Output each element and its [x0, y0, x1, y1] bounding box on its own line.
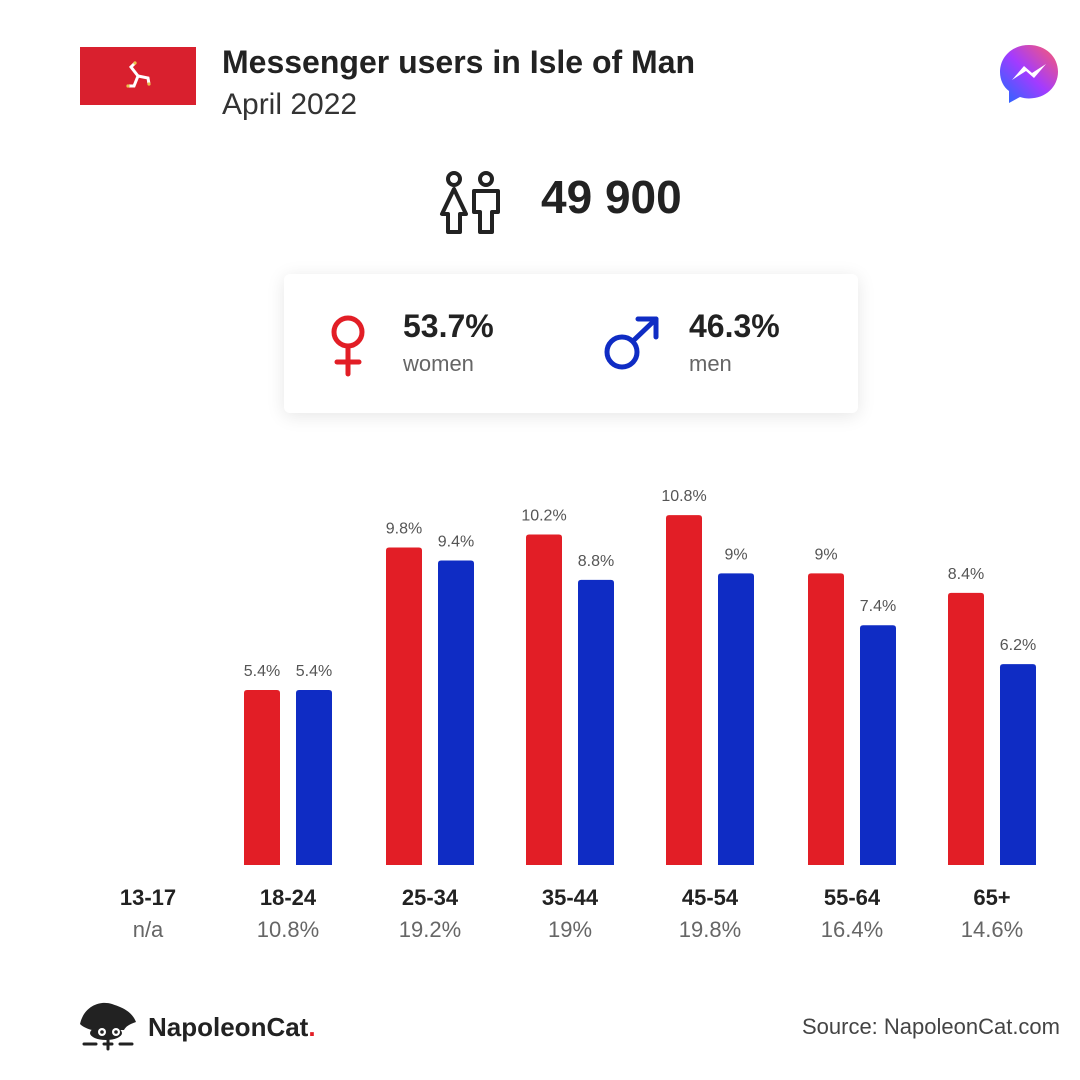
age-group-total-35-44: 19%: [547, 917, 593, 942]
women-label: women: [403, 351, 474, 376]
age-group-total-18-24: 10.8%: [256, 917, 320, 942]
source-note: Source: NapoleonCat.com: [801, 1014, 1060, 1039]
women-percent: 53.7%: [403, 308, 494, 344]
age-group-total-55-64: 16.4%: [820, 917, 884, 942]
bar-65+-series-0: [948, 592, 984, 865]
age-group-label-13-17: 13-17: [119, 885, 177, 910]
gender-split-card: 53.7% women 46.3% men: [284, 274, 858, 413]
people-icon: [434, 170, 506, 236]
men-label: men: [689, 351, 732, 376]
total-users-value: 49 900: [541, 171, 682, 223]
chart-title: Messenger users in Isle of Man: [222, 44, 696, 80]
age-group-label-45-54: 45-54: [681, 885, 739, 910]
data-label-55-64-series-0: 9%: [814, 546, 837, 563]
bar-45-54-series-0: [666, 515, 702, 865]
age-group-label-25-34: 25-34: [401, 885, 459, 910]
brand-dot: .: [308, 1012, 316, 1042]
bar-18-24-series-1: [296, 690, 332, 865]
men-percent: 46.3%: [689, 308, 780, 344]
data-label-35-44-series-1: 8.8%: [578, 553, 614, 570]
age-group-label-18-24: 18-24: [259, 885, 317, 910]
bar-55-64-series-1: [860, 625, 896, 865]
chart-subtitle: April 2022: [222, 88, 358, 121]
data-label-65+-series-0: 8.4%: [948, 566, 984, 583]
napoleoncat-brand: NapoleonCat.: [148, 1012, 316, 1043]
isle-of-man-flag-icon: [80, 47, 196, 105]
data-label-65+-series-1: 6.2%: [1000, 637, 1036, 654]
data-label-45-54-series-0: 10.8%: [661, 488, 706, 505]
age-group-total-13-17: n/a: [132, 917, 164, 942]
female-symbol-icon: [326, 314, 370, 378]
bar-55-64-series-0: [808, 573, 844, 865]
bar-25-34-series-1: [438, 560, 474, 865]
age-group-total-65+: 14.6%: [960, 917, 1024, 942]
data-label-25-34-series-0: 9.8%: [386, 520, 422, 537]
brand-name: NapoleonCat: [148, 1012, 309, 1042]
male-symbol-icon: [602, 314, 666, 374]
data-label-35-44-series-0: 10.2%: [521, 508, 566, 525]
data-label-55-64-series-1: 7.4%: [860, 598, 896, 615]
bar-18-24-series-0: [244, 690, 280, 865]
age-group-label-35-44: 35-44: [541, 885, 599, 910]
napoleoncat-logo-icon: [78, 1000, 140, 1052]
bar-35-44-series-0: [526, 534, 562, 865]
age-group-label-65+: 65+: [973, 885, 1011, 910]
data-label-18-24-series-1: 5.4%: [296, 663, 332, 680]
data-label-45-54-series-1: 9%: [724, 546, 747, 563]
bar-65+-series-1: [1000, 664, 1036, 865]
messenger-logo-icon: [997, 42, 1061, 106]
bar-45-54-series-1: [718, 573, 754, 865]
bar-35-44-series-1: [578, 579, 614, 865]
age-group-label-55-64: 55-64: [823, 885, 881, 910]
data-label-18-24-series-0: 5.4%: [244, 663, 280, 680]
data-label-25-34-series-1: 9.4%: [438, 533, 474, 550]
age-group-total-45-54: 19.8%: [678, 917, 742, 942]
age-group-total-25-34: 19.2%: [398, 917, 462, 942]
bar-25-34-series-0: [386, 547, 422, 865]
